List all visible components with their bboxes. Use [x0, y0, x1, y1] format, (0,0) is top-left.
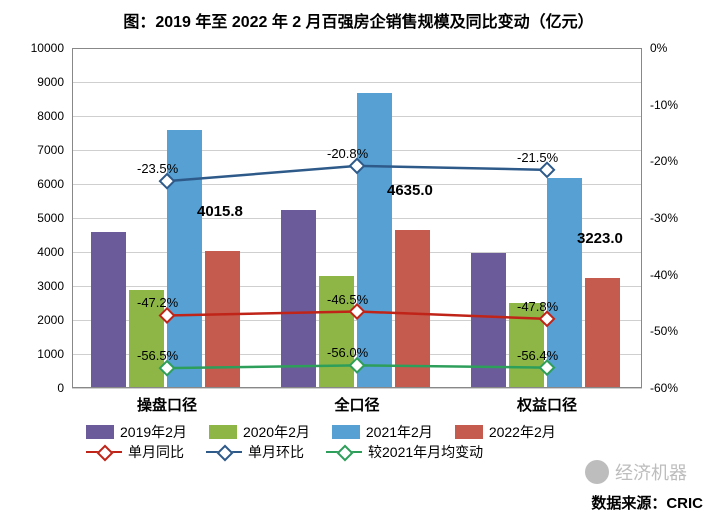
- line-point-label: -21.5%: [517, 150, 558, 165]
- y-left-tick: 2000: [14, 313, 64, 327]
- y-left-tick: 1000: [14, 347, 64, 361]
- y-right-tick: -20%: [650, 154, 678, 168]
- line-point-label: -47.8%: [517, 299, 558, 314]
- y-left-tick: 8000: [14, 109, 64, 123]
- y-left-tick: 4000: [14, 245, 64, 259]
- category-label: 操盘口径: [72, 394, 262, 415]
- legend-swatch: [86, 425, 114, 439]
- legend-label: 较2021年月均变动: [368, 442, 483, 462]
- legend-line-swatch: [326, 445, 362, 459]
- chart-container: 图：2019 年至 2022 年 2 月百强房企销售规模及同比变动（亿元） 01…: [0, 0, 717, 525]
- y-left-tick: 0: [14, 381, 64, 395]
- legend-label: 2019年2月: [120, 422, 187, 442]
- legend: 2019年2月 2020年2月 2021年2月 2022年2月单月同比 单月环比 较202…: [86, 422, 646, 462]
- legend-swatch: [209, 425, 237, 439]
- y-right-tick: 0%: [650, 41, 667, 55]
- legend-item: 2022年2月: [455, 422, 556, 442]
- category-label: 全口径: [262, 394, 452, 415]
- legend-item: 2021年2月: [332, 422, 433, 442]
- y-left-tick: 6000: [14, 177, 64, 191]
- line-point-label: -56.4%: [517, 348, 558, 363]
- y-left-tick: 10000: [14, 41, 64, 55]
- legend-label: 单月环比: [248, 442, 304, 462]
- watermark-icon: [585, 460, 609, 484]
- legend-line-swatch: [86, 445, 122, 459]
- line-point-label: -20.8%: [327, 146, 368, 161]
- legend-label: 2020年2月: [243, 422, 310, 442]
- legend-item: 2020年2月: [209, 422, 310, 442]
- y-right-tick: -60%: [650, 381, 678, 395]
- y-left-tick: 7000: [14, 143, 64, 157]
- legend-label: 2022年2月: [489, 422, 556, 442]
- line-point-label: -47.2%: [137, 295, 178, 310]
- line-point-label: -46.5%: [327, 292, 368, 307]
- legend-item: 单月环比: [206, 442, 304, 462]
- y-left-tick: 9000: [14, 75, 64, 89]
- legend-label: 单月同比: [128, 442, 184, 462]
- legend-item: 单月同比: [86, 442, 184, 462]
- line-point-label: -23.5%: [137, 161, 178, 176]
- legend-swatch: [455, 425, 483, 439]
- line-point-label: -56.0%: [327, 345, 368, 360]
- y-right-tick: -40%: [650, 268, 678, 282]
- credit-text: 数据来源：CRIC: [591, 492, 703, 513]
- category-label: 权益口径: [452, 394, 642, 415]
- watermark-text: 经济机器: [615, 459, 687, 485]
- y-right-tick: -10%: [650, 98, 678, 112]
- chart-title: 图：2019 年至 2022 年 2 月百强房企销售规模及同比变动（亿元）: [0, 0, 717, 32]
- plot-area: 0100020003000400050006000700080009000100…: [72, 48, 642, 388]
- legend-label: 2021年2月: [366, 422, 433, 442]
- watermark: 经济机器: [585, 459, 687, 485]
- line-point-label: -56.5%: [137, 348, 178, 363]
- legend-item: 2019年2月: [86, 422, 187, 442]
- y-right-tick: -30%: [650, 211, 678, 225]
- legend-swatch: [332, 425, 360, 439]
- y-left-tick: 3000: [14, 279, 64, 293]
- y-right-tick: -50%: [650, 324, 678, 338]
- legend-line-swatch: [206, 445, 242, 459]
- y-left-tick: 5000: [14, 211, 64, 225]
- legend-item: 较2021年月均变动: [326, 442, 483, 462]
